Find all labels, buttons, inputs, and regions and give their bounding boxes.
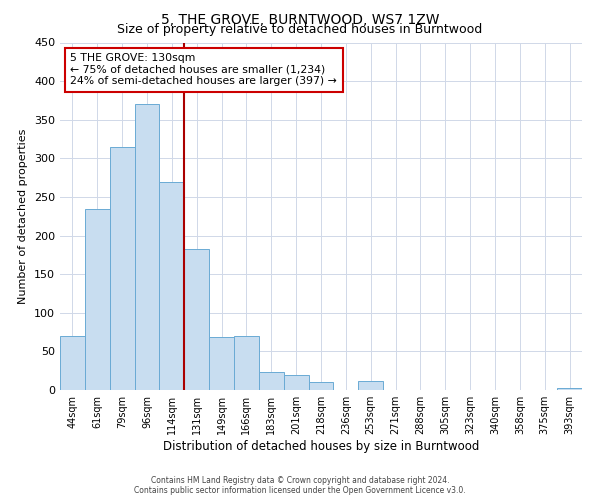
X-axis label: Distribution of detached houses by size in Burntwood: Distribution of detached houses by size …: [163, 440, 479, 453]
Text: 5 THE GROVE: 130sqm
← 75% of detached houses are smaller (1,234)
24% of semi-det: 5 THE GROVE: 130sqm ← 75% of detached ho…: [70, 53, 337, 86]
Text: Size of property relative to detached houses in Burntwood: Size of property relative to detached ho…: [118, 22, 482, 36]
Bar: [160, 182, 184, 390]
Bar: [60, 336, 85, 390]
Bar: [259, 372, 284, 390]
Bar: [308, 382, 334, 390]
Y-axis label: Number of detached properties: Number of detached properties: [19, 128, 28, 304]
Text: Contains HM Land Registry data © Crown copyright and database right 2024.
Contai: Contains HM Land Registry data © Crown c…: [134, 476, 466, 495]
Bar: [134, 104, 160, 390]
Text: 5, THE GROVE, BURNTWOOD, WS7 1ZW: 5, THE GROVE, BURNTWOOD, WS7 1ZW: [161, 12, 439, 26]
Bar: [234, 336, 259, 390]
Bar: [557, 388, 582, 390]
Bar: [110, 147, 134, 390]
Bar: [184, 248, 209, 390]
Bar: [85, 208, 110, 390]
Bar: [284, 374, 308, 390]
Bar: [358, 380, 383, 390]
Bar: [209, 338, 234, 390]
